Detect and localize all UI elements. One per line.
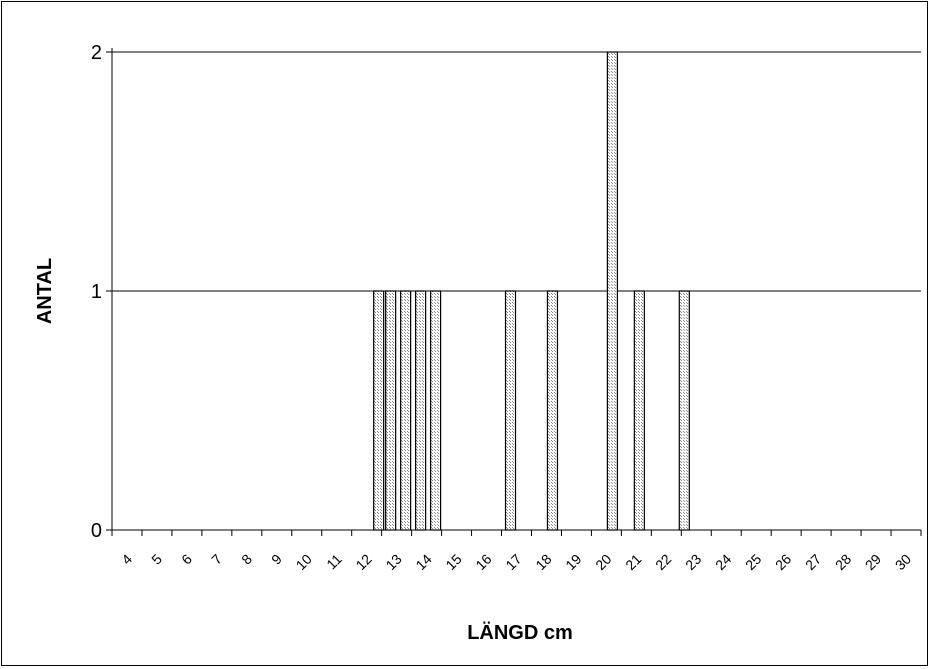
x-tick-label-10: 10 [293,551,315,573]
bar-5 [504,290,517,531]
y-axis-title: ANTAL [34,258,56,324]
x-tick-label-19: 19 [562,551,584,573]
bar-1 [385,290,397,531]
x-tick-label-12: 12 [352,551,374,573]
x-tick-label-21: 21 [622,551,644,573]
x-tick-label-26: 26 [772,551,794,573]
bar-0 [373,290,385,531]
x-tick-label-23: 23 [682,551,704,573]
x-tick-label-18: 18 [532,551,554,573]
axes [106,48,922,536]
bar-8 [633,290,645,531]
gridlines [112,51,921,292]
x-tick-label-30: 30 [892,551,914,573]
x-tick-label-27: 27 [802,551,824,573]
y-tick-label-2: 2 [91,42,102,64]
x-axis-title: LÄNGD cm [467,621,573,644]
x-tick-label-20: 20 [592,551,614,573]
bar-7 [606,51,618,531]
x-tick-label-25: 25 [742,551,764,573]
bar-2 [400,290,412,531]
x-tick-label-13: 13 [382,551,404,573]
y-tick-label-1: 1 [91,281,102,303]
x-tick-label-17: 17 [502,551,524,573]
x-tick-label-14: 14 [412,551,434,573]
x-tick-label-28: 28 [832,551,854,573]
x-tick-label-16: 16 [472,551,494,573]
x-tick-label-5: 5 [148,551,165,568]
x-tick-label-29: 29 [862,551,884,573]
x-tick-label-6: 6 [178,551,195,568]
bar-9 [678,290,690,531]
x-tick-label-24: 24 [712,551,734,573]
x-tick-label-7: 7 [208,551,225,568]
x-tick-label-15: 15 [442,551,464,573]
bar-6 [546,290,559,531]
x-tick-label-4: 4 [118,551,135,568]
y-tick-label-0: 0 [91,520,102,542]
x-tick-label-8: 8 [238,551,255,568]
bar-4 [430,290,442,531]
x-tick-label-11: 11 [323,551,345,573]
x-tick-label-22: 22 [652,551,674,573]
x-tick-label-9: 9 [268,551,285,568]
bar-3 [415,290,427,531]
